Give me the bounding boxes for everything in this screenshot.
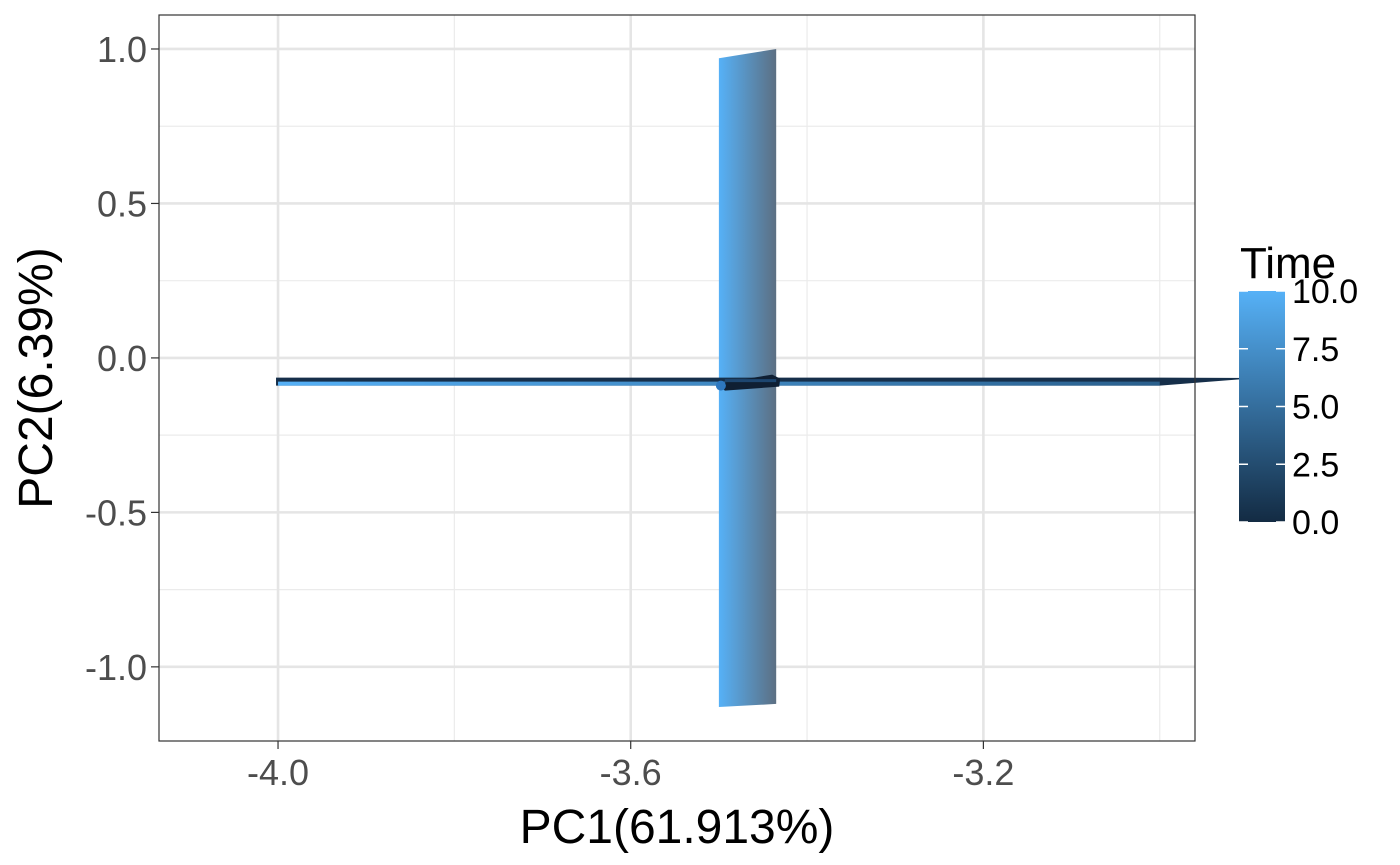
legend-tick-label: 0.0	[1292, 504, 1339, 542]
plot-panel-border	[158, 14, 1196, 742]
legend-tick-label: 10.0	[1292, 273, 1358, 311]
x-tick-label: -3.6	[600, 752, 662, 793]
y-tick-label: -0.5	[85, 492, 147, 533]
x-tick-label: -4.0	[247, 752, 309, 793]
trajectory-endpoint	[715, 380, 726, 391]
trajectory-knot	[716, 374, 781, 391]
legend: Time 10.0 7.5 5.0 2.5 0.0	[1239, 239, 1358, 542]
legend-tick-label: 5.0	[1292, 389, 1339, 427]
y-tick-label: 0.5	[97, 183, 147, 224]
legend-ticks: 10.0 7.5 5.0 2.5 0.0	[1239, 273, 1358, 542]
y-tick-label: -1.0	[85, 647, 147, 688]
y-tick-label: 0.0	[97, 338, 147, 379]
x-axis-title: PC1(61.913%)	[520, 801, 835, 854]
y-axis-ticks: 1.0 0.5 0.0 -0.5 -1.0	[85, 29, 159, 688]
legend-tick-label: 2.5	[1292, 446, 1339, 484]
legend-title: Time	[1240, 239, 1336, 288]
y-axis-title: PC2(6.39%)	[10, 247, 63, 508]
x-tick-label: -3.2	[952, 752, 1014, 793]
y-tick-label: 1.0	[97, 29, 147, 70]
legend-tick-label: 7.5	[1292, 331, 1339, 369]
x-axis-ticks: -4.0 -3.6 -3.2	[247, 741, 1014, 793]
data-layer	[276, 48, 1257, 708]
